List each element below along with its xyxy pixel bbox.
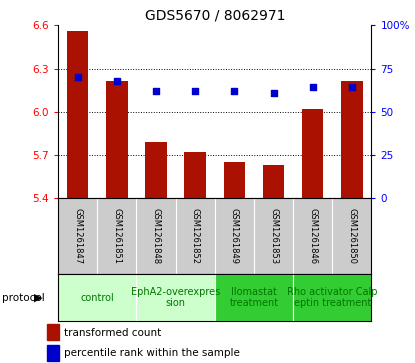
Text: percentile rank within the sample: percentile rank within the sample: [64, 348, 240, 358]
Text: GSM1261849: GSM1261849: [230, 208, 239, 264]
Title: GDS5670 / 8062971: GDS5670 / 8062971: [144, 9, 285, 23]
Bar: [67, 31, 88, 198]
Bar: [58, 274, 137, 321]
Bar: [47, 324, 59, 340]
Text: Ilomastat
treatment: Ilomastat treatment: [229, 287, 278, 309]
Text: EphA2-overexpres
sion: EphA2-overexpres sion: [131, 287, 220, 309]
Text: protocol: protocol: [2, 293, 45, 303]
Text: Rho activator Calp
eptin treatment: Rho activator Calp eptin treatment: [287, 287, 378, 309]
Text: GSM1261853: GSM1261853: [269, 208, 278, 264]
Bar: [215, 274, 293, 321]
Bar: [224, 162, 245, 198]
Point: [231, 88, 238, 94]
Bar: [47, 345, 59, 361]
Text: GSM1261852: GSM1261852: [190, 208, 200, 264]
Point: [192, 88, 198, 94]
Bar: [341, 81, 363, 198]
Bar: [106, 81, 128, 198]
Text: GSM1261848: GSM1261848: [151, 208, 161, 264]
Text: GSM1261851: GSM1261851: [112, 208, 121, 264]
Point: [114, 78, 120, 83]
Bar: [263, 165, 284, 198]
Text: ▶: ▶: [34, 293, 43, 303]
Text: transformed count: transformed count: [64, 327, 161, 338]
Text: GSM1261847: GSM1261847: [73, 208, 82, 264]
Text: GSM1261850: GSM1261850: [347, 208, 356, 264]
Point: [153, 88, 159, 94]
Bar: [302, 109, 323, 198]
Text: control: control: [81, 293, 114, 303]
Bar: [293, 274, 371, 321]
Point: [349, 85, 355, 90]
Point: [309, 85, 316, 90]
Point: [74, 74, 81, 80]
Bar: [137, 274, 215, 321]
Point: [270, 90, 277, 95]
Bar: [184, 152, 206, 198]
Text: GSM1261846: GSM1261846: [308, 208, 317, 264]
Bar: [145, 142, 167, 198]
